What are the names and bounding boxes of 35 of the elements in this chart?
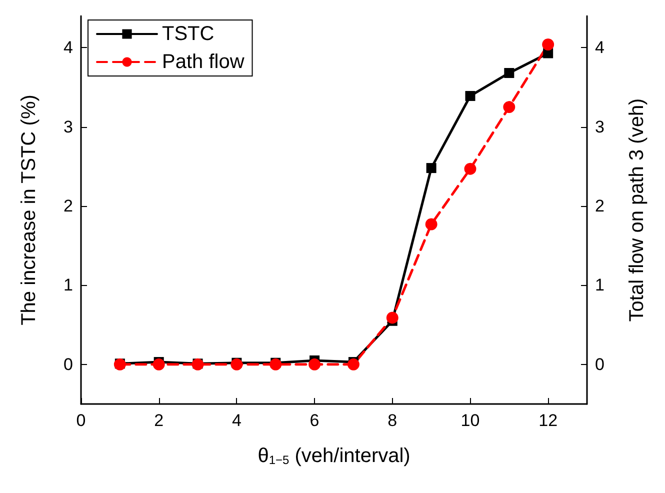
y-axis-title: The increase in TSTC (%) [18,94,40,326]
x-tick-label: 4 [232,411,242,430]
x-tick-label: 6 [310,411,320,430]
point [503,101,516,114]
y2-tick-label: 2 [595,196,604,216]
y-tick-label: 1 [64,276,73,295]
y-tick-label: 0 [64,354,73,374]
point [426,163,436,174]
y2-tick-label: 4 [595,38,604,58]
point [464,162,476,175]
y2-tick-label: 1 [595,276,604,295]
x-tick-label: 0 [76,411,86,430]
point [347,358,360,370]
point [425,218,438,230]
x-axis-title: θ1−5 (veh/interval) [258,445,410,467]
x-tick-label: 12 [538,411,558,430]
y2-tick-label: 3 [595,117,604,136]
point [308,358,321,370]
point [542,38,554,51]
x-tick-label: 10 [460,411,480,430]
point [230,358,243,370]
y2-tick-label: 0 [595,354,604,374]
point [386,312,398,324]
y-tick-label: 3 [64,117,73,136]
point [465,90,476,101]
point [152,358,165,370]
legend-label: TSTC [162,23,214,45]
x-tick-label: 8 [388,411,398,430]
y-tick-label: 2 [64,196,73,216]
point [504,68,514,78]
point [270,358,282,370]
y2-axis-title: Total flow on path 3 (veh) [626,98,648,322]
x-tick-label: 2 [154,411,164,430]
y-tick-label: 4 [64,38,73,58]
legend-label: Path flow [162,51,245,73]
